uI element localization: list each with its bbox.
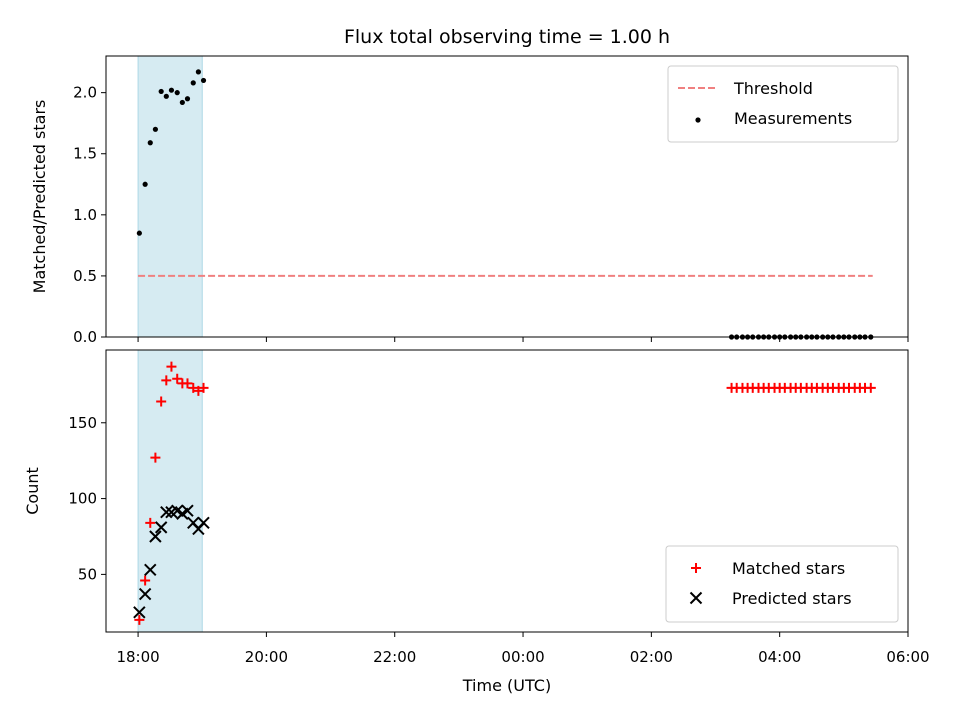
legend-box: [667, 65, 899, 143]
measurement-point: [147, 140, 153, 146]
measurement-point: [184, 96, 191, 102]
y-tick-label: 1.5: [73, 145, 97, 163]
predicted-star-point: [138, 587, 152, 601]
series-matched-stars: [134, 361, 876, 625]
observing-window-span: [137, 349, 203, 633]
legend-label: Matched stars: [732, 559, 845, 578]
legend: Matched stars Predicted stars: [665, 545, 899, 623]
axes-frame: [105, 349, 909, 633]
predicted-star-point: [181, 504, 194, 517]
x-tick-label: 20:00: [245, 648, 288, 666]
legend-box: [665, 545, 899, 623]
x-tick-label: 00:00: [501, 648, 544, 666]
measurement-point: [152, 126, 159, 132]
predicted-star-point: [154, 521, 168, 534]
y-axis-label: Matched/Predicted stars: [30, 100, 49, 294]
predicted-star-point: [160, 506, 173, 519]
x-tick-label: 04:00: [758, 648, 801, 666]
predicted-star-point: [197, 516, 210, 530]
matched-star-point: [172, 373, 183, 384]
x-tick-label: 02:00: [630, 648, 673, 666]
legend-predicted-swatch: [689, 591, 703, 605]
y-tick-label: 150: [68, 414, 97, 432]
matched-star-point: [150, 452, 161, 463]
observing-window-span: [137, 55, 203, 338]
y-axis-label: Count: [23, 467, 42, 515]
series-measurements: [136, 69, 874, 340]
axes-frame: [105, 55, 909, 338]
matched-star-point: [156, 396, 167, 407]
y-tick-label: 0.0: [73, 328, 97, 346]
measurement-point: [158, 88, 164, 95]
legend-label: Threshold: [733, 79, 813, 98]
legend-label: Predicted stars: [732, 589, 852, 608]
y-tick-label: 1.0: [73, 206, 97, 224]
x-tick-label: 18:00: [116, 648, 159, 666]
matched-star-point: [134, 614, 145, 625]
measurement-point: [174, 90, 180, 96]
y-tick-label: 50: [78, 565, 97, 583]
predicted-star-point: [144, 563, 157, 577]
matched-star-point: [188, 382, 199, 393]
matched-star-point: [145, 517, 156, 528]
measurement-point: [179, 99, 185, 106]
chart-title: Flux total observing time = 1.00 h: [344, 26, 670, 48]
matched-star-point: [161, 375, 172, 386]
legend: Threshold Measurements: [667, 65, 899, 143]
predicted-star-point: [133, 606, 146, 619]
measurement-point: [163, 93, 169, 99]
measurement-point: [190, 80, 196, 86]
measurement-point: [200, 77, 207, 84]
legend-matched-swatch: [691, 563, 701, 573]
measurement-point: [195, 69, 201, 75]
measurement-point: [142, 181, 148, 187]
y-tick-label: 0.5: [73, 267, 97, 285]
y-tick-label: 100: [68, 490, 97, 508]
matched-star-point: [865, 382, 876, 393]
matched-star-point: [198, 382, 209, 393]
x-axis-label: Time (UTC): [462, 676, 551, 695]
predicted-star-point: [149, 530, 162, 543]
top-panel: 0.0 0.5 1.0 1.5 2.0 Matched/Predicted stars Th…: [30, 55, 909, 346]
legend-measurements-swatch: [695, 117, 701, 123]
y-tick-label: 2.0: [73, 84, 97, 102]
matched-star-point: [182, 378, 193, 389]
legend-label: Measurements: [734, 109, 852, 128]
x-tick-label: 22:00: [373, 648, 416, 666]
x-tick-label: 06:00: [886, 648, 929, 666]
series-predicted-stars: [133, 504, 210, 619]
matched-star-point: [140, 575, 151, 586]
matched-star-point: [193, 385, 204, 396]
measurement-point: [168, 87, 175, 93]
matched-star-point: [166, 361, 177, 372]
measurement-point: [136, 230, 142, 236]
bottom-panel: 50 100 150 18:00 20:00 22:00 00:00 02:00 04:00 06…: [23, 349, 930, 666]
